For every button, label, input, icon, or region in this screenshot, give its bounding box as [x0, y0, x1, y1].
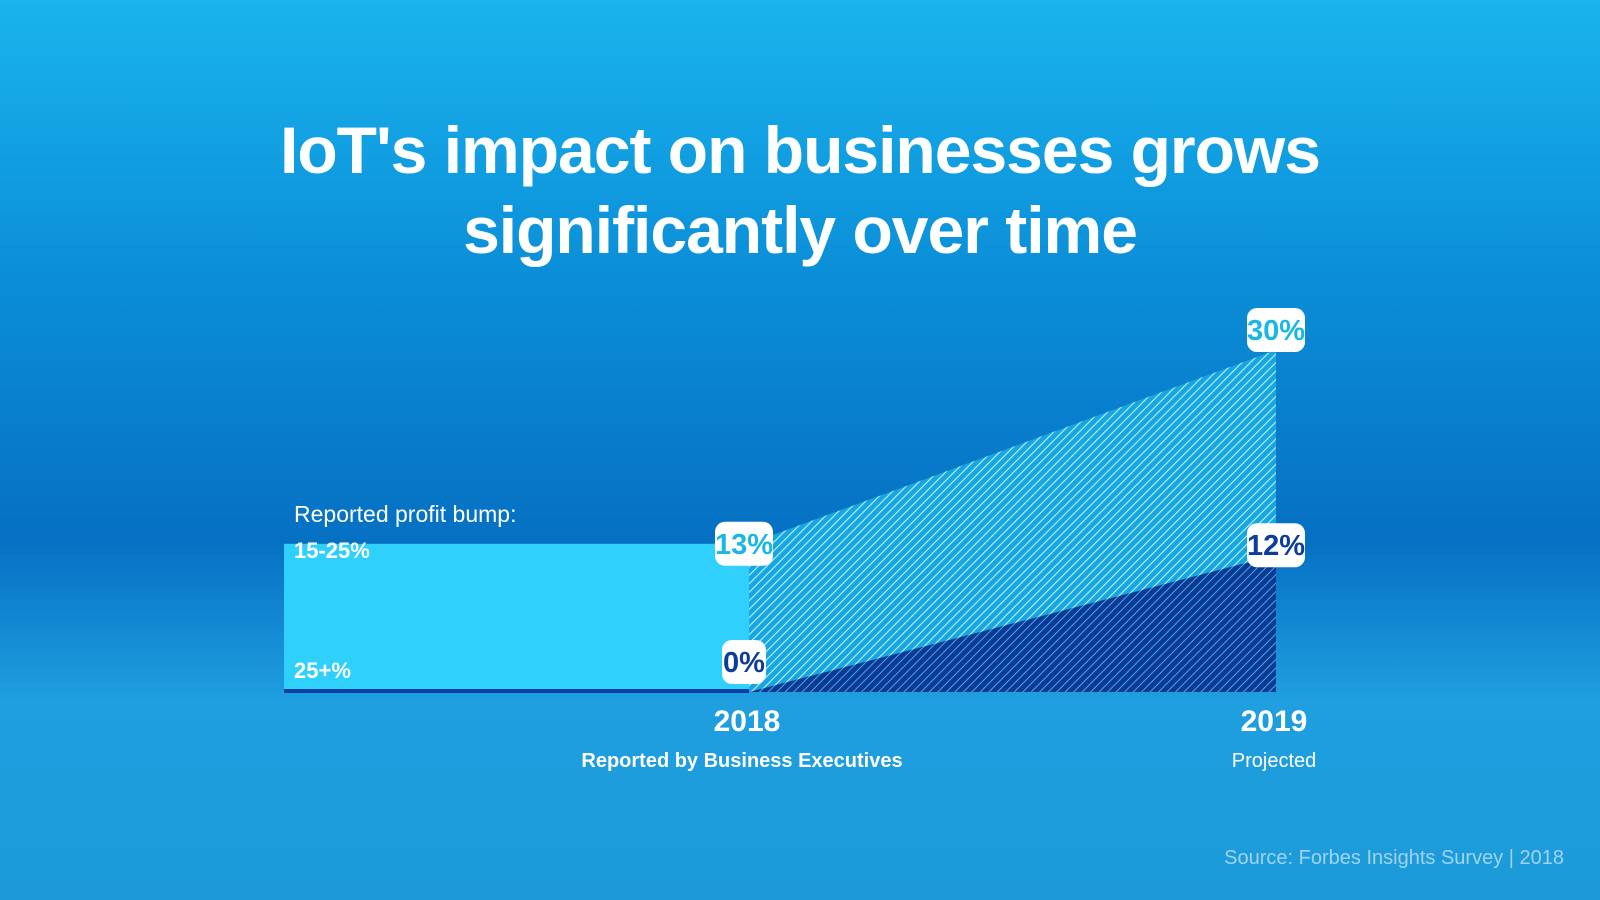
data-label-25-plus-2018: 0%: [722, 640, 766, 684]
data-label-25-plus-2018-bg: [722, 640, 766, 684]
source-note: Source: Forbes Insights Survey | 2018: [1224, 847, 1564, 869]
legend-heading: Reported profit bump:: [294, 501, 516, 527]
data-label-25-plus-2018-text: 0%: [723, 647, 765, 679]
x-sublabel-2018: Reported by Business Executives: [581, 750, 902, 772]
chart-title-line-1: IoT's impact on businesses grows: [280, 113, 1321, 187]
x-tick-2019: 2019: [1241, 705, 1308, 738]
x-sublabel-2019: Projected: [1232, 750, 1317, 772]
series-name-25-plus: 25+%: [294, 658, 351, 683]
series-25-plus-area: [749, 555, 1276, 692]
data-label-15-25-2018-bg: [715, 521, 773, 566]
data-label-25-plus-2019-text: 12%: [1247, 530, 1305, 562]
series-25-plus-bar-2018: [284, 689, 749, 693]
data-label-25-plus-2019: 12%: [1247, 523, 1305, 568]
data-label-15-25-2019: 30%: [1247, 308, 1305, 352]
data-label-15-25-2018-text: 13%: [715, 529, 773, 561]
chart-title-line-2: significantly over time: [463, 193, 1138, 267]
data-label-15-25-2018: 13%: [715, 521, 773, 566]
series-name-15-25: 15-25%: [294, 538, 370, 563]
series-15-25-bar-2018: [284, 543, 749, 692]
data-label-25-plus-2019-bg: [1247, 523, 1305, 568]
chart-title: IoT's impact on businesses grows signifi…: [0, 110, 1600, 270]
data-label-15-25-2019-bg: [1247, 308, 1305, 352]
data-label-15-25-2019-text: 30%: [1247, 315, 1305, 347]
x-tick-2018: 2018: [714, 705, 781, 738]
